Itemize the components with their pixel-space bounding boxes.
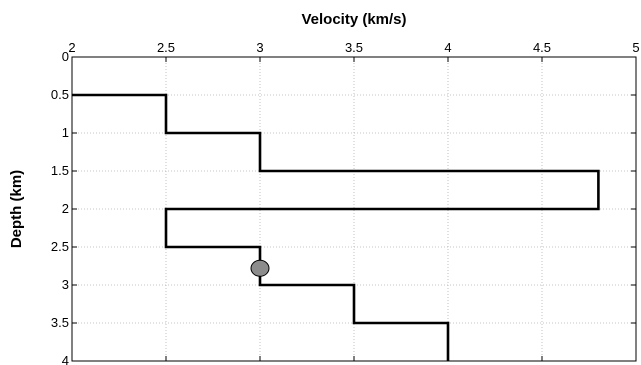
x-tick-label: 4 [444,40,451,55]
y-tick-label: 3 [62,277,69,292]
y-tick-label: 1 [62,125,69,140]
velocity-profile-line [72,93,600,361]
y-axis-title: Depth (km) [8,170,25,248]
series-layer [72,93,600,361]
y-tick-label: 3.5 [51,315,69,330]
y-tick-label: 4 [62,353,69,365]
x-tick-label: 5 [632,40,639,55]
x-tick-label: 3.5 [345,40,363,55]
x-axis-title: Velocity (km/s) [301,11,406,28]
x-tick-label: 4.5 [533,40,551,55]
x-tick-label: 3 [256,40,263,55]
y-tick-label: 2.5 [51,239,69,254]
labels-layer: Velocity (km/s) Depth (km) [8,11,407,248]
y-tick-label: 2 [62,201,69,216]
marker-layer [250,259,270,277]
y-tick-label: 1.5 [51,163,69,178]
axes-layer: 2 2.5 3 3.5 4 4.5 5 0 0.5 1 1.5 2 2.5 3 3.5 4 [51,40,640,365]
y-tick-label: 0.5 [51,87,69,102]
x-tick-label: 2 [68,40,75,55]
source-marker [250,259,270,277]
x-tick-label: 2.5 [157,40,175,55]
y-tick-label: 0 [62,49,69,64]
